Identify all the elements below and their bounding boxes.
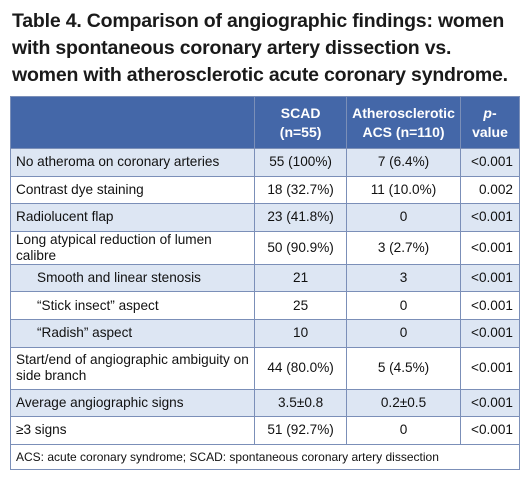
header-scad-line1: SCAD bbox=[280, 104, 321, 121]
row-p-value: <0.001 bbox=[460, 230, 520, 265]
row-p-value: <0.001 bbox=[460, 416, 520, 445]
row-acs-value: 5 (4.5%) bbox=[346, 346, 461, 390]
header-label-column bbox=[9, 96, 256, 149]
row-p-value: <0.001 bbox=[460, 346, 520, 390]
row-acs-value: 0 bbox=[346, 318, 461, 348]
row-scad-value: 55 (100%) bbox=[254, 148, 348, 177]
table-row: Long atypical reduction of lumen calibre… bbox=[9, 230, 520, 265]
row-acs-value: 0 bbox=[346, 203, 461, 232]
table-title: Table 4. Comparison of angiographic find… bbox=[12, 10, 508, 86]
table-header-row: SCAD (n=55) Atherosclerotic ACS (n=110) … bbox=[9, 96, 520, 149]
row-acs-value: 0.2±0.5 bbox=[346, 388, 461, 418]
row-scad-value: 51 (92.7%) bbox=[254, 416, 348, 445]
row-p-value: <0.001 bbox=[460, 148, 520, 177]
row-p-value: <0.001 bbox=[460, 388, 520, 418]
row-scad-value: 25 bbox=[254, 291, 348, 320]
footnote-row: ACS: acute coronary syndrome; SCAD: spon… bbox=[10, 443, 520, 470]
row-acs-value: 11 (10.0%) bbox=[346, 175, 461, 205]
row-label: Smooth and linear stenosis bbox=[9, 263, 256, 293]
row-scad-value: 18 (32.7%) bbox=[254, 175, 348, 205]
row-p-value: <0.001 bbox=[460, 291, 520, 320]
table-row: Contrast dye staining 18 (32.7%) 11 (10.… bbox=[9, 175, 520, 205]
header-pvalue-p: p bbox=[483, 104, 492, 121]
table-row: No atheroma on coronary arteries 55 (100… bbox=[9, 148, 520, 177]
row-label: Contrast dye staining bbox=[9, 175, 256, 205]
table-row: ≥3 signs 51 (92.7%) 0 <0.001 bbox=[9, 416, 520, 445]
header-acs-line1: Atherosclerotic bbox=[352, 104, 455, 121]
table-row: Average angiographic signs 3.5±0.8 0.2±0… bbox=[9, 388, 520, 418]
row-acs-value: 3 (2.7%) bbox=[346, 230, 461, 265]
row-scad-value: 23 (41.8%) bbox=[254, 203, 348, 232]
row-p-value: <0.001 bbox=[460, 203, 520, 232]
header-scad-line2: (n=55) bbox=[279, 123, 322, 140]
table-footnote: ACS: acute coronary syndrome; SCAD: spon… bbox=[10, 443, 520, 470]
row-acs-value: 0 bbox=[346, 416, 461, 445]
row-label: Average angiographic signs bbox=[9, 388, 256, 418]
row-label: Start/end of angiographic ambiguity on s… bbox=[9, 346, 256, 390]
row-scad-value: 3.5±0.8 bbox=[254, 388, 348, 418]
row-label: “Radish” aspect bbox=[9, 318, 256, 348]
header-pvalue: p-value bbox=[460, 96, 520, 149]
row-scad-value: 21 bbox=[254, 263, 348, 293]
header-acs-line2: ACS (n=110) bbox=[362, 123, 445, 140]
row-acs-value: 7 (6.4%) bbox=[346, 148, 461, 177]
table-row: Smooth and linear stenosis 21 3 <0.001 bbox=[9, 263, 520, 293]
table-row: Start/end of angiographic ambiguity on s… bbox=[9, 346, 520, 390]
row-scad-value: 50 (90.9%) bbox=[254, 230, 348, 265]
row-p-value: <0.001 bbox=[460, 318, 520, 348]
row-acs-value: 3 bbox=[346, 263, 461, 293]
row-label: Radiolucent flap bbox=[9, 203, 256, 232]
header-acs: Atherosclerotic ACS (n=110) bbox=[346, 96, 461, 149]
table-row: “Radish” aspect 10 0 <0.001 bbox=[9, 318, 520, 348]
table-row: “Stick insect” aspect 25 0 <0.001 bbox=[9, 291, 520, 320]
row-p-value: 0.002 bbox=[460, 175, 520, 205]
row-label: ≥3 signs bbox=[9, 416, 256, 445]
row-label: “Stick insect” aspect bbox=[9, 291, 256, 320]
row-scad-value: 10 bbox=[254, 318, 348, 348]
row-label: No atheroma on coronary arteries bbox=[9, 148, 256, 177]
row-scad-value: 44 (80.0%) bbox=[254, 346, 348, 390]
header-pvalue-rest: -value bbox=[472, 104, 508, 140]
row-acs-value: 0 bbox=[346, 291, 461, 320]
angiographic-findings-table: SCAD (n=55) Atherosclerotic ACS (n=110) … bbox=[9, 96, 520, 470]
row-p-value: <0.001 bbox=[460, 263, 520, 293]
table-row: Radiolucent flap 23 (41.8%) 0 <0.001 bbox=[9, 203, 520, 232]
header-scad: SCAD (n=55) bbox=[254, 96, 348, 149]
row-label: Long atypical reduction of lumen calibre bbox=[9, 230, 256, 265]
